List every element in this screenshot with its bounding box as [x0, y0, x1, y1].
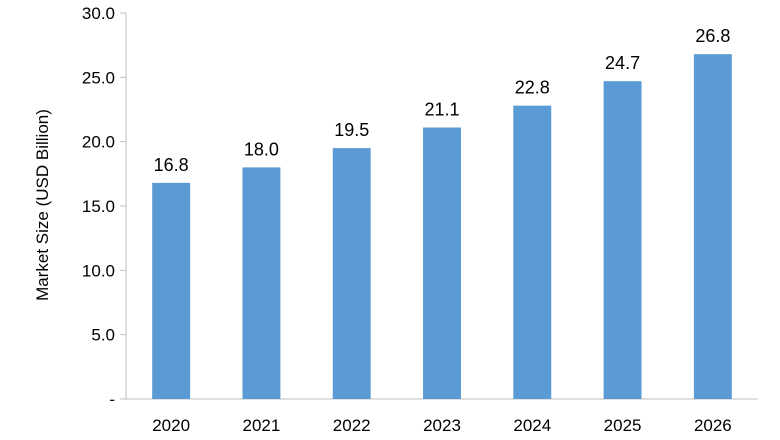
y-tick-label: - — [109, 390, 115, 409]
y-tick-label: 25.0 — [82, 68, 115, 87]
bar-2020 — [152, 182, 191, 399]
data-label-2022: 19.5 — [334, 120, 369, 140]
x-axis-ticks: 2020 2021 2022 2023 2024 2025 2026 — [152, 416, 732, 435]
bar-2023 — [423, 127, 461, 399]
x-tick-label-2026: 2026 — [694, 416, 732, 435]
bar-2025 — [603, 81, 642, 400]
y-tick-label: 5.0 — [91, 326, 115, 345]
data-label-2024: 22.8 — [515, 78, 550, 98]
bar-2021 — [242, 167, 281, 399]
x-tick-label-2023: 2023 — [423, 416, 461, 435]
data-label-2025: 24.7 — [605, 53, 640, 73]
data-label-2023: 21.1 — [424, 100, 459, 120]
bar-2022 — [332, 148, 371, 399]
x-tick-label-2020: 2020 — [152, 416, 190, 435]
y-axis-ticks: - 5.0 10.0 15.0 20.0 25.0 30.0 — [82, 4, 126, 409]
y-tick-label: 15.0 — [82, 197, 115, 216]
x-tick-label-2022: 2022 — [333, 416, 371, 435]
data-label-2026: 26.8 — [695, 26, 730, 46]
data-label-2020: 16.8 — [154, 155, 189, 175]
x-tick-label-2021: 2021 — [243, 416, 281, 435]
x-tick-label-2024: 2024 — [513, 416, 551, 435]
bar-2026 — [693, 54, 732, 399]
y-tick-label: 20.0 — [82, 133, 115, 152]
data-label-2021: 18.0 — [244, 139, 279, 159]
y-tick-label: 30.0 — [82, 4, 115, 23]
y-axis-title: Market Size (USD Billion) — [33, 109, 52, 301]
y-tick-label: 10.0 — [82, 261, 115, 280]
bar-series: 16.8 18.0 19.5 21.1 22.8 24.7 26.8 — [152, 26, 732, 400]
bar-2024 — [513, 105, 552, 399]
x-tick-label-2025: 2025 — [604, 416, 642, 435]
